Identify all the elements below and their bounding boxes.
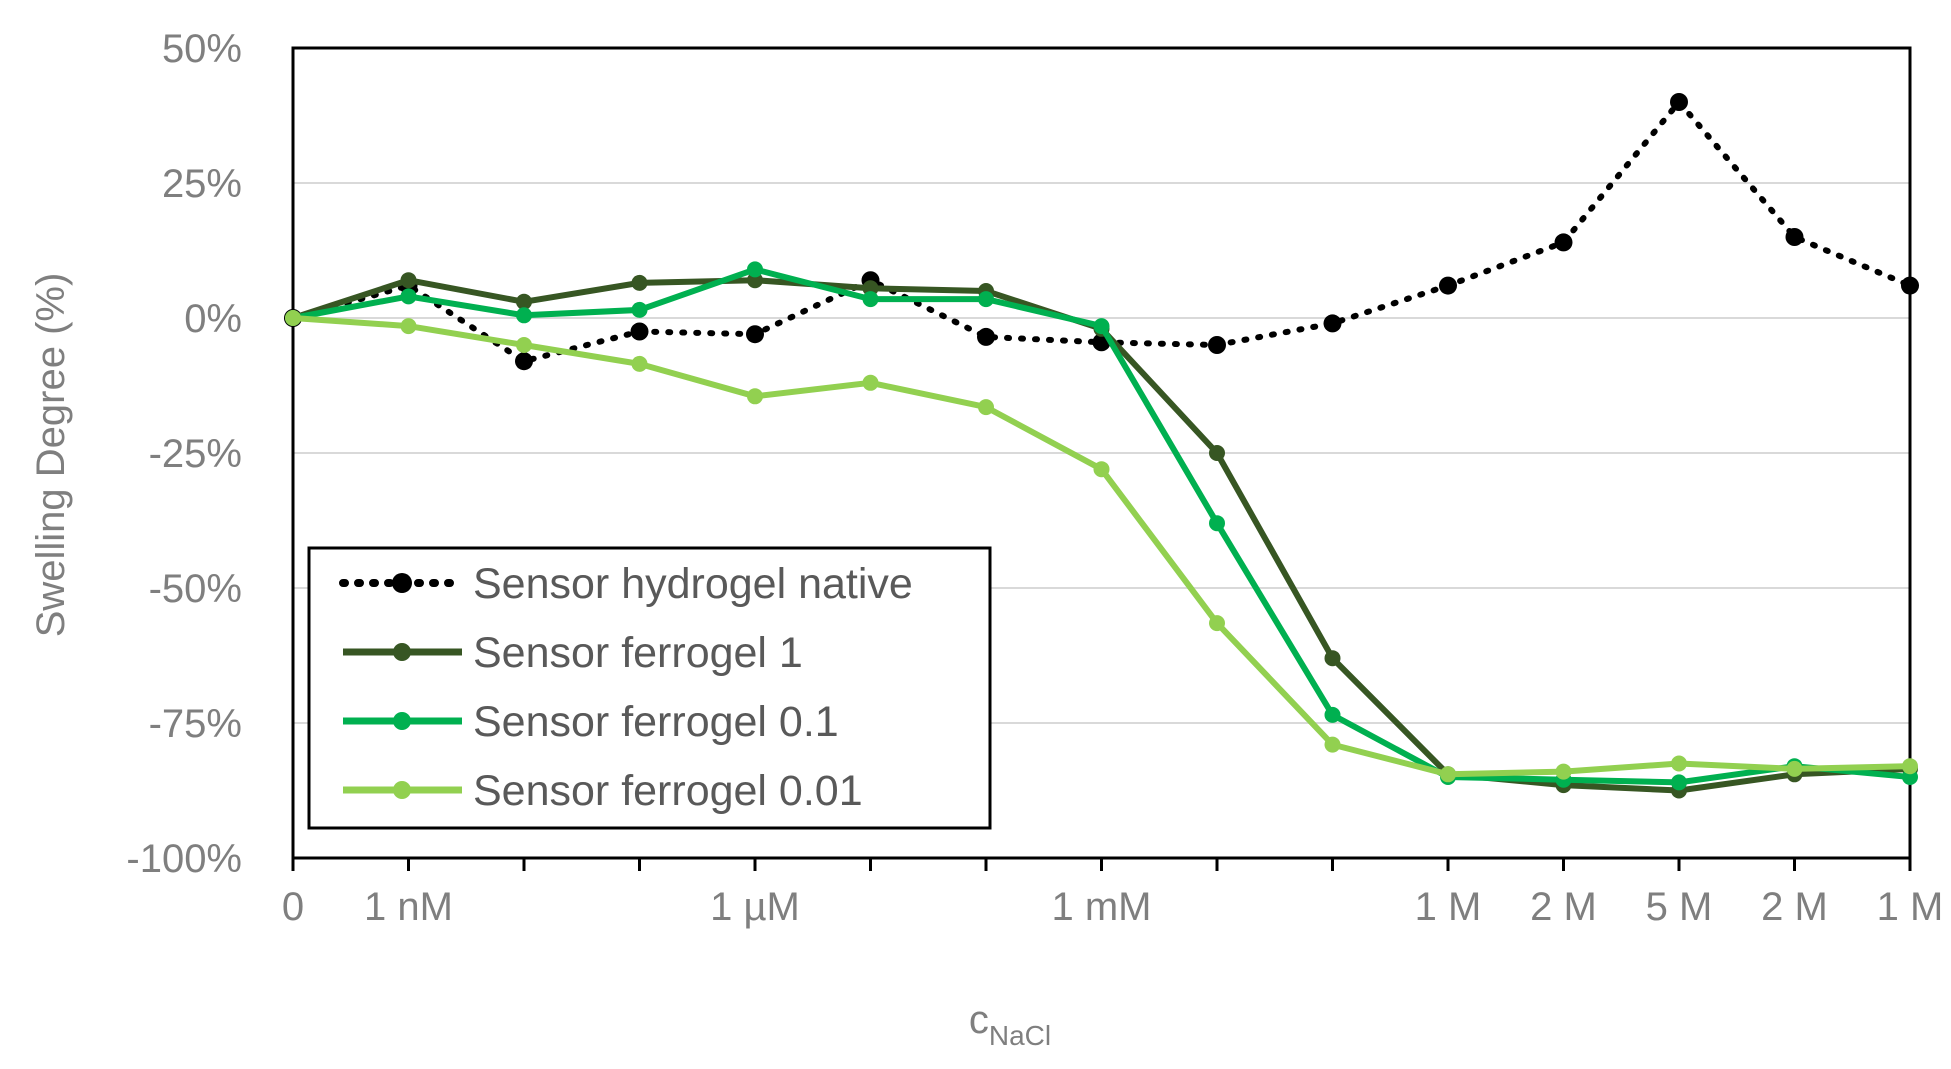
series-point [285, 310, 301, 326]
y-axis-title: Swelling Degree (%) [29, 273, 73, 638]
series-point [978, 291, 994, 308]
y-tick-label: 25% [162, 162, 242, 206]
series-point [631, 301, 648, 318]
legend-marker [393, 643, 411, 661]
legend-label: Sensor ferrogel 0.1 [473, 698, 839, 746]
y-tick-label: 50% [162, 27, 242, 71]
series-point [747, 388, 763, 405]
series-point [1439, 276, 1457, 295]
series-point [1209, 515, 1225, 532]
series-point [1209, 445, 1225, 461]
legend-marker [392, 573, 412, 593]
series-point [631, 274, 648, 291]
series-point [516, 337, 532, 353]
x-tick-label: 0 [282, 885, 304, 929]
series-point [400, 288, 417, 305]
series-point [516, 307, 532, 324]
series-point [1208, 336, 1226, 354]
series-point [1554, 233, 1573, 252]
series-point [1555, 763, 1572, 780]
series-point [978, 399, 994, 416]
y-tick-label: -75% [149, 702, 242, 746]
x-tick-label: 1 M [1877, 885, 1944, 929]
legend: Sensor hydrogel native Sensor ferrogel 1 S… [307, 546, 992, 830]
axis-titles: Swelling Degree (%) cNaCl [29, 273, 1051, 1051]
series-point [1785, 228, 1804, 246]
series-point [1324, 706, 1341, 723]
x-tick-label: 1 mM [1052, 885, 1152, 929]
series-point [862, 374, 879, 391]
series-point [1901, 276, 1919, 295]
x-tick-label: 2 M [1761, 885, 1828, 929]
series-point [1324, 736, 1341, 753]
x-tick-label: 1 M [1415, 885, 1482, 929]
series-point [1671, 755, 1687, 772]
y-tick-label: -100% [126, 837, 242, 881]
series-point [516, 293, 532, 310]
y-tick-label: 0% [184, 297, 242, 341]
x-axis [291, 46, 1912, 871]
series-point [1786, 760, 1803, 777]
legend-label: Sensor ferrogel 0.01 [473, 767, 863, 815]
series-point [1902, 758, 1918, 775]
y-tick-label: -25% [149, 432, 242, 476]
series-point [1093, 318, 1110, 335]
y-tick-label: -50% [149, 567, 242, 611]
series-point [862, 291, 879, 308]
series-point [1323, 314, 1342, 333]
legend-marker [393, 781, 411, 799]
series-point [977, 327, 995, 346]
x-tick-label: 1 µM [710, 885, 800, 929]
series-point [631, 355, 648, 372]
series-point [400, 318, 417, 335]
series-point [746, 325, 764, 344]
x-tick-label: 5 M [1646, 885, 1713, 929]
series-point [747, 261, 763, 278]
series-point [400, 272, 417, 289]
legend-label: Sensor hydrogel native [473, 560, 913, 608]
x-axis-title: cNaCl [969, 998, 1051, 1051]
series-point [1671, 774, 1687, 791]
series-point [630, 322, 649, 341]
y-tick-labels: 50% 25% 0% -25% -50% -75% -100% [126, 27, 242, 881]
x-tick-label: 1 nM [364, 885, 453, 929]
series-point [1670, 93, 1688, 111]
series-point [1324, 650, 1341, 667]
series-point [1209, 615, 1225, 632]
legend-label: Sensor ferrogel 1 [473, 629, 803, 677]
x-tick-label: 2 M [1530, 885, 1597, 929]
data-series [284, 93, 1919, 799]
series-point [1093, 461, 1110, 478]
legend-marker [393, 712, 411, 730]
x-tick-labels: 0 1 nM 1 µM 1 mM 1 M 2 M 5 M 2 M 1 M [282, 885, 1943, 929]
series-point [515, 352, 533, 371]
legend-box [307, 546, 992, 830]
series-point [1440, 766, 1456, 783]
